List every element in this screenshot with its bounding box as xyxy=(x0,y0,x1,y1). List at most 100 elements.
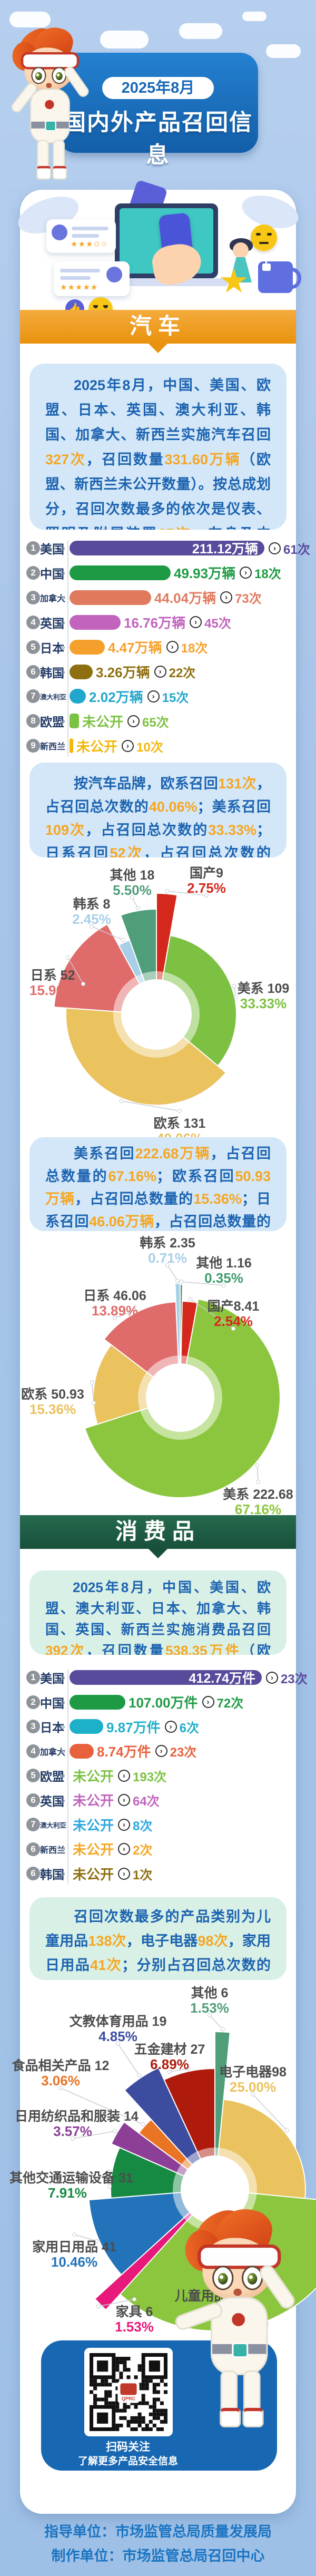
rank-badge: 1 xyxy=(26,1671,40,1684)
footer-production-unit: 制作单位：市场监管总局召回中心 xyxy=(51,2548,265,2564)
rank-row: 5 日本» 4.47万辆 › 18次 xyxy=(21,637,295,658)
rank-value: 未公开 xyxy=(82,714,124,730)
count-arrow-icon: › xyxy=(118,1867,131,1880)
review-bubble: ★★★✩☆ xyxy=(46,219,116,253)
rank-value: 未公开 xyxy=(73,1768,114,1784)
body-text: ，召回数量 xyxy=(86,1643,166,1655)
rank-country: 日本 xyxy=(40,641,64,655)
header-month: 2025年8月 xyxy=(102,77,214,99)
highlight-value: 15.36% xyxy=(193,1191,242,1207)
rank-row: 7 澳大利亚» 2.02万辆 › 15次 xyxy=(21,686,295,707)
rank-bar: 211.12万辆 xyxy=(70,541,264,557)
rank-bar-area: 107.00万件 › 72次 xyxy=(70,1692,243,1713)
rank-count: 193次 xyxy=(133,1770,167,1784)
rank-badge: 7 xyxy=(26,1818,40,1831)
rank-country: 英国 xyxy=(40,1794,64,1808)
body-text: （欧盟、新西兰未公开数量）。按总成划分，召回次数最多的依次是仪表、照明及附属装置 xyxy=(45,452,271,530)
rank-row: 6 新西兰» 未公开 › 2次 xyxy=(21,1839,295,1860)
rank-bar-area: 3.26万辆 › 22次 xyxy=(70,661,195,682)
rank-bar xyxy=(70,738,73,754)
label-leader-line xyxy=(117,2043,140,2076)
avatar xyxy=(52,225,67,240)
rank-country: 新西兰 xyxy=(40,743,66,752)
rank-count: 72次 xyxy=(216,1696,244,1711)
rank-badge: 5 xyxy=(26,640,40,654)
count-arrow-icon: › xyxy=(127,715,140,727)
rank-bar-area: 8.74万件 › 23次 xyxy=(70,1741,196,1762)
label-leader-line xyxy=(169,2068,189,2072)
car-brand-qty-textbox: 美系召回222.68万辆，占召回总数量的67.16%；欧系召回50.93万辆，占… xyxy=(29,1137,287,1231)
qr-code: QPRC xyxy=(84,2348,173,2436)
rank-row: 2 中国» 107.00万件 › 72次 xyxy=(21,1692,295,1713)
rank-badge: 1 xyxy=(26,541,40,555)
body-text: ；分别占召回总次数的 xyxy=(122,1957,271,1973)
chevron-icon: » xyxy=(60,1672,66,1683)
highlight-value: 50.93万辆 xyxy=(45,1168,271,1207)
rose-chart-svg xyxy=(53,889,238,1113)
highlight-value: 98次 xyxy=(197,1933,228,1949)
count-arrow-icon: › xyxy=(118,1818,131,1831)
rank-badge: 3 xyxy=(26,590,40,604)
chevron-icon: » xyxy=(60,666,66,677)
count-arrow-icon: › xyxy=(202,1696,214,1708)
mascot-goggles xyxy=(21,52,80,70)
rank-value: 未公开 xyxy=(73,1842,114,1858)
rank-bar-area: 未公开 › 193次 xyxy=(70,1765,166,1786)
teacup-illustration xyxy=(258,254,301,293)
count-arrow-icon: › xyxy=(164,1720,177,1733)
chevron-icon: » xyxy=(60,592,66,603)
count-arrow-icon: › xyxy=(166,641,179,653)
rank-badge: 6 xyxy=(26,1842,40,1856)
rank-bar-area: 未公开 › 10次 xyxy=(70,735,163,756)
consumer-category-text: 召回次数最多的产品类别为儿童用品138次，电子电器98次，家用日用品41次；分别… xyxy=(45,1905,271,1980)
rank-row: 9 新西兰» 未公开 › 10次 xyxy=(21,735,295,756)
consumer-intro-textbox: 2025年8月，中国、美国、欧盟、澳大利亚、日本、加拿大、韩国、英国、新西兰实施… xyxy=(29,1570,287,1655)
chevron-icon: » xyxy=(60,641,66,652)
label-leader-line xyxy=(98,2299,135,2307)
body-text: 2025年8月，中国、美国、欧盟、澳大利亚、日本、加拿大、韩国、英国、新西兰实施… xyxy=(45,1579,271,1637)
rank-badge: 4 xyxy=(26,1744,40,1758)
chevron-icon: » xyxy=(60,1745,66,1757)
section-title-car: 汽车 xyxy=(129,315,186,339)
chevron-icon: » xyxy=(60,1794,66,1806)
body-text: ，占召回总次数的 xyxy=(45,776,271,815)
highlight-value: 33.33% xyxy=(208,822,256,838)
rank-value: 未公开 xyxy=(73,1817,114,1833)
car-brand-count-textbox: 按汽车品牌，欧系召回131次，占召回总次数的40.06%；美系召回109次，占召… xyxy=(29,763,287,857)
rank-country: 英国 xyxy=(40,616,64,630)
car-intro-text: 2025年8月，中国、美国、欧盟、日本、英国、澳大利亚、韩国、加拿大、新西兰实施… xyxy=(45,373,271,530)
label-leader-line xyxy=(72,2131,115,2139)
highlight-value: 67次 xyxy=(158,526,192,530)
rank-value: 49.93万辆 xyxy=(174,565,236,582)
rank-bar-area: 2.02万辆 › 15次 xyxy=(70,686,189,707)
rank-country: 澳大利亚 xyxy=(40,1821,67,1829)
star-rating: ★★★✩☆ xyxy=(71,240,108,249)
car-brand-qty-text: 美系召回222.68万辆，占召回总数量的67.16%；欧系召回50.93万辆，占… xyxy=(45,1143,271,1231)
rank-bar xyxy=(70,689,86,704)
rank-badge: 5 xyxy=(26,1769,40,1782)
label-leader-line xyxy=(91,1382,94,1403)
consumer-category-textbox: 召回次数最多的产品类别为儿童用品138次，电子电器98次，家用日用品41次；分别… xyxy=(29,1897,287,1980)
rose-chart-svg xyxy=(84,1263,281,1498)
label-leader-line xyxy=(167,1265,178,1281)
neutral-emoji xyxy=(251,225,277,251)
label-leader-line xyxy=(60,2087,143,2125)
rank-bar-area: 未公开 › 8次 xyxy=(70,1814,152,1835)
body-text: 召回次数最多的产品类别为儿童用品 xyxy=(45,1909,271,1949)
rank-bar-area: 未公开 › 65次 xyxy=(70,710,169,731)
body-text: ，电子电器 xyxy=(126,1933,198,1949)
count-arrow-icon: › xyxy=(240,567,252,579)
body-text: ；日系召回 xyxy=(45,1191,271,1230)
rank-value: 未公开 xyxy=(73,1793,114,1809)
highlight-value: 46.06万辆 xyxy=(89,1214,154,1230)
rank-country: 韩国 xyxy=(40,1868,64,1881)
body-text: ，占召回总次数的 xyxy=(143,845,271,857)
label-leader-line xyxy=(181,1281,224,1286)
rank-country: 中国 xyxy=(40,567,64,581)
rank-bar-area: 412.74万件 › 23次 xyxy=(70,1667,308,1688)
rank-badge: 9 xyxy=(26,739,40,753)
highlight-value: 327次 xyxy=(45,452,86,467)
body-text: ，占召回总数量的 xyxy=(45,1146,271,1184)
rank-value: 211.12万辆 xyxy=(192,542,258,557)
review-illustration: ★★★✩☆ ★★★★★ 👍 xyxy=(13,179,302,321)
